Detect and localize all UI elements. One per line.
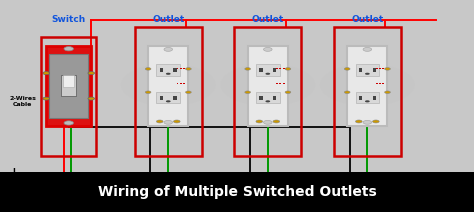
Text: Outlet: Outlet — [351, 15, 383, 24]
Bar — [379, 83, 381, 84]
Bar — [375, 68, 377, 69]
Circle shape — [245, 91, 250, 93]
Circle shape — [320, 64, 415, 106]
Circle shape — [245, 68, 250, 70]
Bar — [279, 68, 281, 69]
Bar — [0, 172, 474, 212]
Bar — [273, 96, 276, 100]
FancyBboxPatch shape — [61, 75, 76, 96]
Text: Switch: Switch — [52, 15, 86, 24]
Circle shape — [365, 73, 370, 75]
Circle shape — [285, 91, 291, 93]
FancyBboxPatch shape — [356, 92, 379, 103]
FancyBboxPatch shape — [247, 46, 288, 126]
Bar — [173, 68, 177, 72]
Circle shape — [121, 64, 216, 106]
FancyBboxPatch shape — [347, 46, 387, 126]
Bar — [176, 83, 178, 84]
Circle shape — [385, 91, 390, 93]
Circle shape — [385, 68, 390, 70]
Circle shape — [265, 100, 270, 102]
FancyBboxPatch shape — [49, 54, 88, 118]
Circle shape — [166, 100, 171, 102]
Circle shape — [164, 120, 173, 124]
FancyBboxPatch shape — [256, 64, 280, 76]
Bar — [382, 68, 384, 69]
Circle shape — [88, 97, 94, 100]
Circle shape — [344, 68, 350, 70]
Circle shape — [365, 100, 370, 102]
Text: E: E — [12, 182, 18, 191]
Bar — [259, 96, 263, 100]
Bar — [180, 83, 182, 84]
Circle shape — [285, 68, 291, 70]
Text: Outlet: Outlet — [252, 15, 284, 24]
Bar — [259, 68, 263, 72]
FancyBboxPatch shape — [46, 46, 91, 126]
Bar — [183, 68, 185, 69]
Bar — [160, 68, 163, 72]
Bar — [283, 83, 284, 84]
Circle shape — [185, 68, 191, 70]
Circle shape — [88, 72, 94, 75]
Text: N: N — [12, 175, 18, 184]
Circle shape — [43, 97, 49, 100]
Circle shape — [185, 91, 191, 93]
Bar — [160, 96, 163, 100]
Bar — [283, 68, 284, 69]
FancyBboxPatch shape — [256, 92, 280, 103]
Circle shape — [43, 72, 49, 75]
Text: L: L — [13, 168, 18, 177]
Text: Wiring of Multiple Switched Outlets: Wiring of Multiple Switched Outlets — [98, 185, 376, 199]
Circle shape — [373, 120, 379, 123]
Circle shape — [363, 120, 372, 124]
Circle shape — [166, 73, 171, 75]
Circle shape — [363, 47, 372, 51]
Bar — [373, 96, 376, 100]
Text: www.electricaltechnology: www.electricaltechnology — [399, 178, 455, 182]
Circle shape — [156, 120, 163, 123]
Bar — [359, 96, 362, 100]
Bar — [176, 68, 178, 69]
FancyBboxPatch shape — [156, 92, 180, 103]
Bar — [276, 83, 278, 84]
Circle shape — [145, 68, 151, 70]
Circle shape — [164, 47, 173, 51]
Circle shape — [145, 91, 151, 93]
FancyBboxPatch shape — [156, 64, 180, 76]
Text: 2-Wires
Cable: 2-Wires Cable — [9, 96, 36, 107]
Circle shape — [256, 120, 263, 123]
Bar — [279, 83, 281, 84]
Circle shape — [64, 121, 73, 125]
Text: Outlet: Outlet — [152, 15, 184, 24]
Bar — [375, 83, 377, 84]
FancyBboxPatch shape — [148, 46, 189, 126]
Bar — [173, 96, 177, 100]
Circle shape — [273, 120, 280, 123]
Bar — [382, 83, 384, 84]
FancyBboxPatch shape — [356, 64, 379, 76]
Bar — [183, 83, 185, 84]
Bar — [379, 68, 381, 69]
Circle shape — [64, 47, 73, 51]
Bar — [180, 68, 182, 69]
Bar — [359, 68, 362, 72]
Bar — [276, 68, 278, 69]
FancyBboxPatch shape — [63, 75, 74, 87]
Circle shape — [344, 91, 350, 93]
Circle shape — [264, 120, 272, 124]
Circle shape — [173, 120, 180, 123]
Circle shape — [220, 64, 315, 106]
Bar — [273, 68, 276, 72]
Circle shape — [265, 73, 270, 75]
Bar — [373, 68, 376, 72]
Circle shape — [356, 120, 362, 123]
Circle shape — [264, 47, 272, 51]
